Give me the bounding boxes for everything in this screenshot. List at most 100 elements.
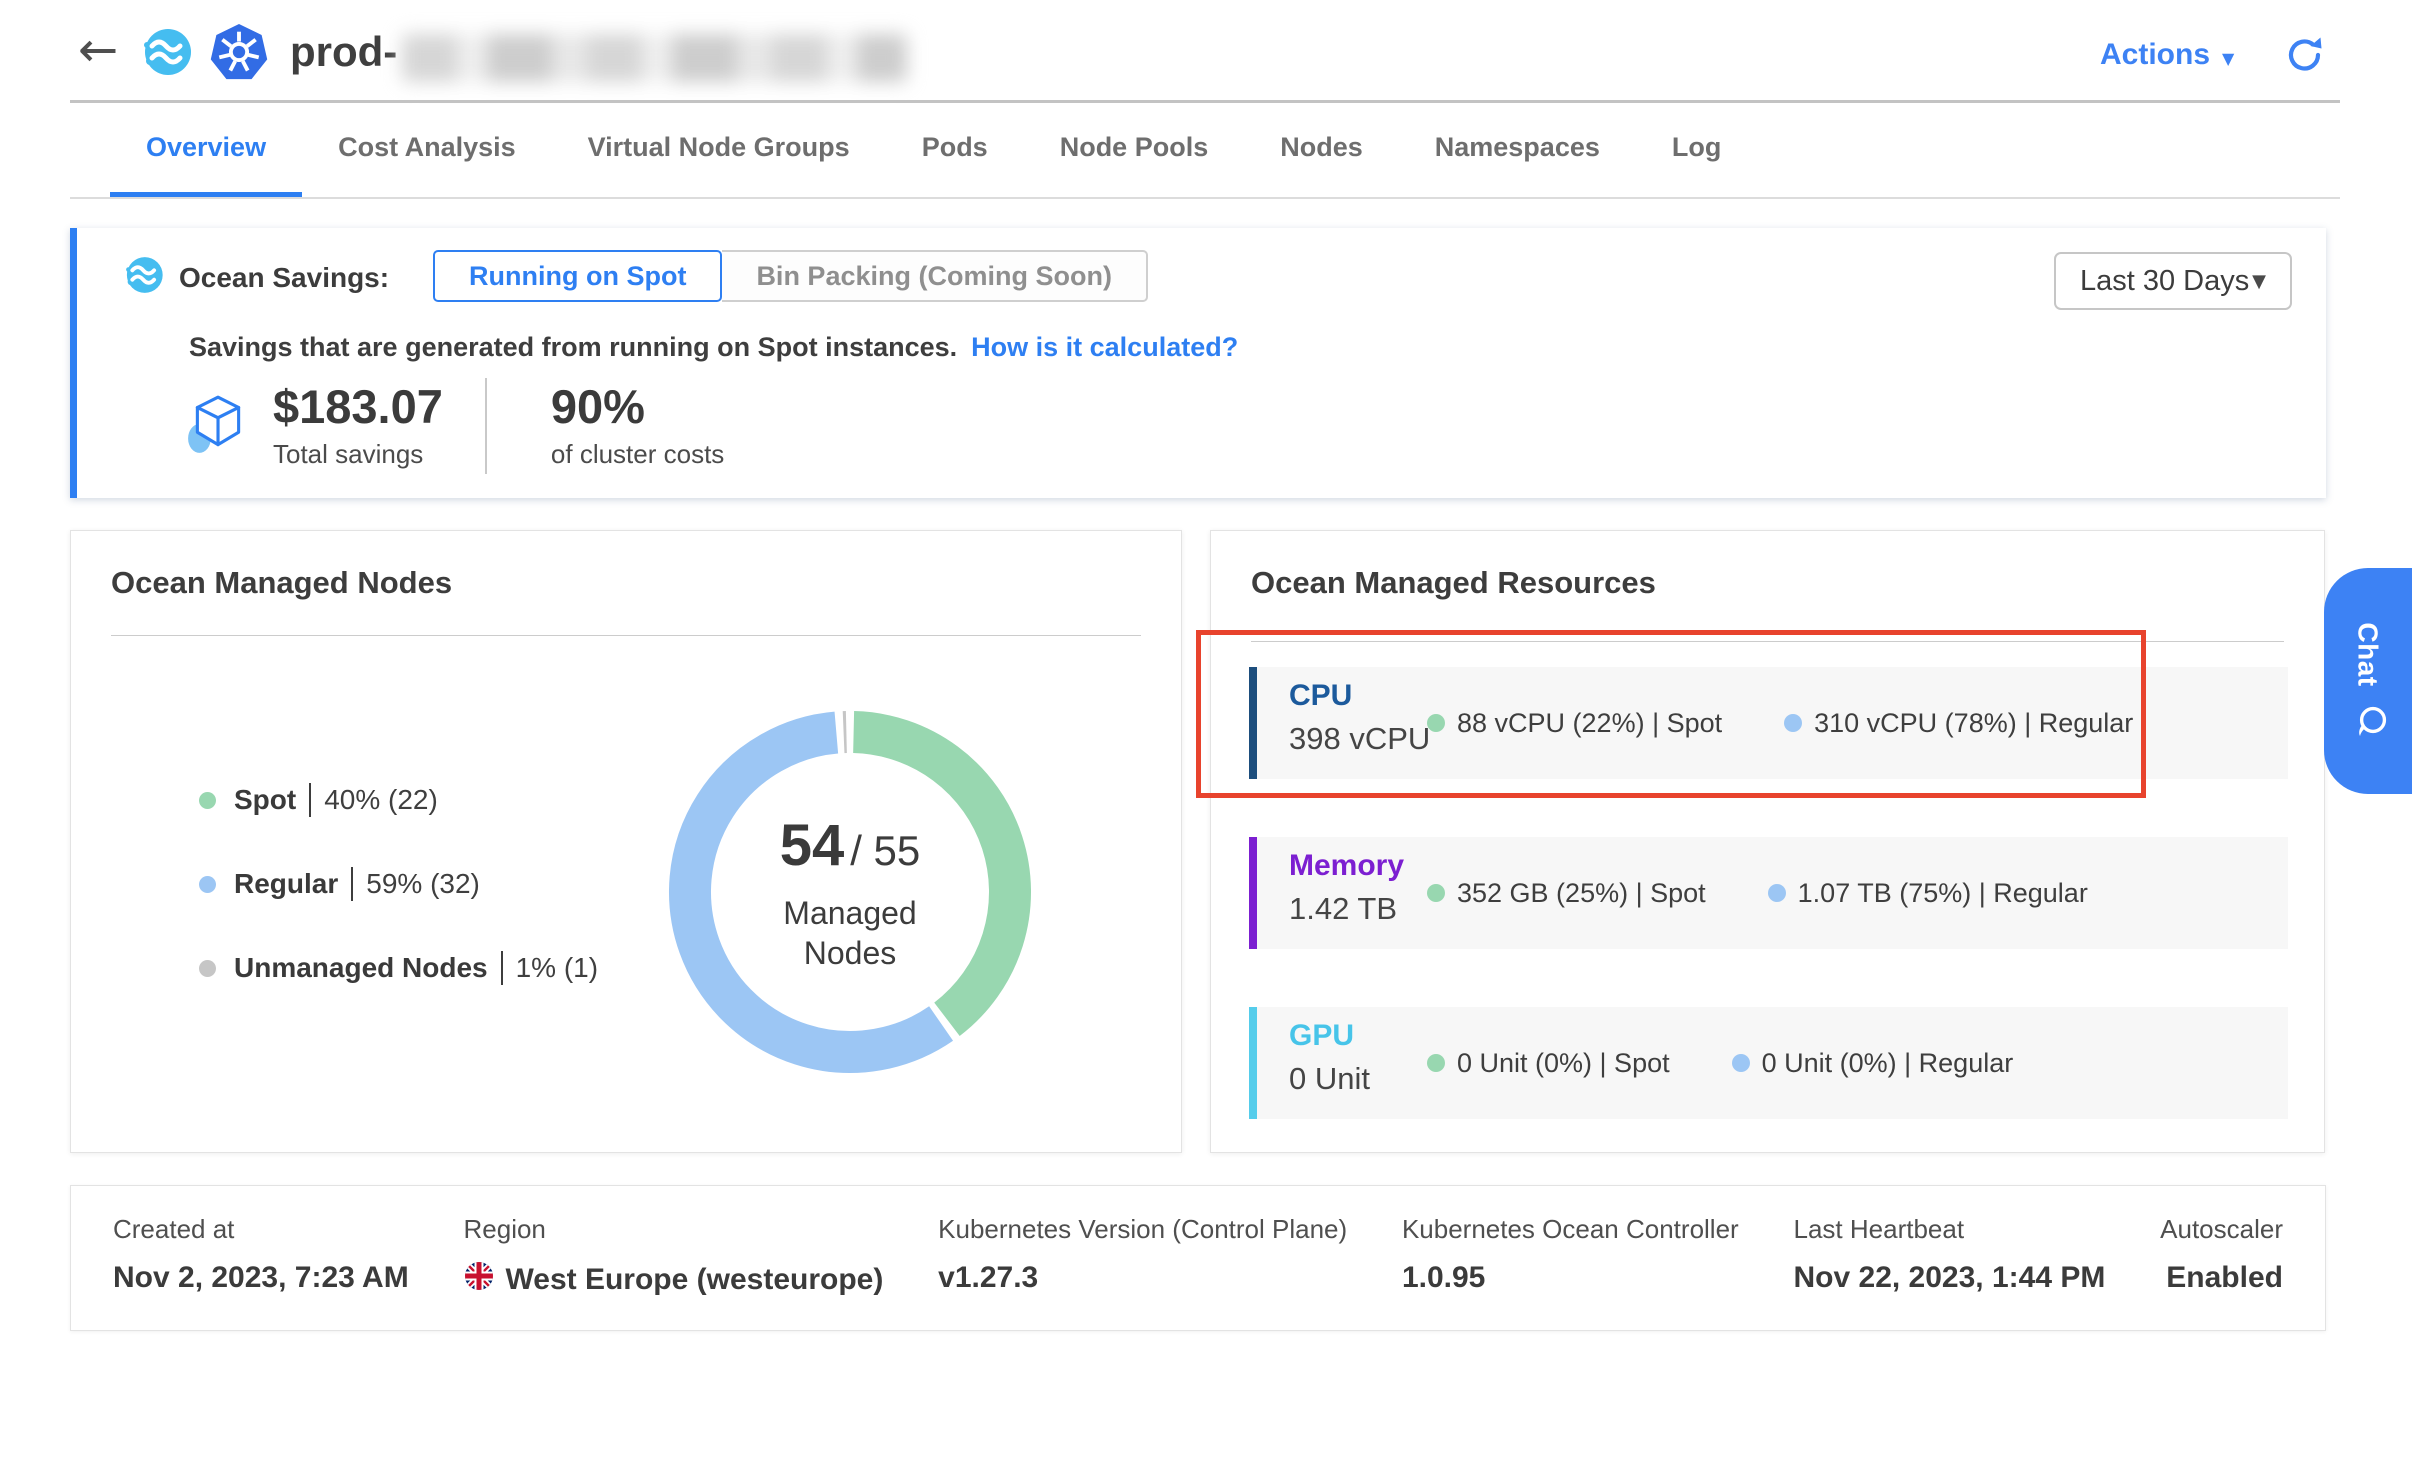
info-label: Region [463, 1214, 546, 1244]
info-value: 1.0.95 [1401, 1261, 1486, 1294]
chevron-down-icon: ▼ [2252, 270, 2266, 292]
tab-node-pools[interactable]: Node Pools [1059, 132, 1209, 162]
cpu-name: CPU [1289, 679, 1353, 712]
ocean-managed-nodes-card: Ocean Managed Nodes Spot 40% (22) Regula… [70, 530, 1182, 1153]
info-label: Autoscaler [2160, 1214, 2283, 1244]
waves-icon [123, 254, 165, 301]
info-value: v1.27.3 [938, 1261, 1039, 1294]
legend-label: Unmanaged Nodes [234, 952, 488, 983]
savings-mode-toggle: Running on Spot Bin Packing (Coming Soon… [433, 250, 1148, 302]
tab-nodes[interactable]: Nodes [1280, 132, 1363, 162]
period-dropdown-value: Last 30 Days [2080, 264, 2250, 297]
info-label: Created at [113, 1214, 235, 1244]
cpu-regular-detail: 310 vCPU (78%) | Regular [1784, 708, 2133, 739]
gpu-regular-text: 0 Unit (0%) | Regular [1761, 1047, 2014, 1078]
info-k8s-version: Kubernetes Version (Control Plane) v1.27… [938, 1214, 1347, 1330]
total-savings-value: $183.07 [273, 379, 443, 433]
regular-dot-icon [1731, 1054, 1750, 1072]
nodes-legend: Spot 40% (22) Regular 59% (32) Unmanaged… [199, 783, 598, 985]
info-ocean-controller: Kubernetes Ocean Controller 1.0.95 [1402, 1214, 1739, 1330]
managed-nodes-title: Ocean Managed Nodes [111, 565, 453, 600]
managed-nodes-center-label: Managed Nodes [783, 894, 917, 971]
redacted-cluster-name [402, 34, 907, 82]
bin-packing-button[interactable]: Bin Packing (Coming Soon) [722, 250, 1148, 302]
legend-label: Spot [234, 784, 297, 815]
info-autoscaler: Autoscaler Enabled [2160, 1214, 2283, 1330]
savings-description-row: Savings that are generated from running … [189, 332, 1238, 363]
chat-label: Chat [2353, 621, 2385, 687]
chevron-down-icon: ▼ [2222, 48, 2235, 68]
ocean-logo-icon [140, 25, 194, 84]
spot-dot-icon [1427, 1054, 1445, 1072]
ocean-savings-header: Ocean Savings: [123, 254, 389, 301]
memory-total-value: 1.42 TB [1289, 891, 1398, 926]
total-nodes-count: / 55 [850, 826, 921, 874]
tab-cost-analysis[interactable]: Cost Analysis [338, 132, 516, 162]
gpu-details: 0 Unit (0%) | Spot 0 Unit (0%) | Regular [1427, 1007, 2013, 1119]
info-label: Kubernetes Ocean Controller [1401, 1214, 1739, 1244]
tab-namespaces[interactable]: Namespaces [1434, 132, 1600, 162]
card-divider [1251, 641, 2284, 642]
regular-dot-icon [1784, 714, 1803, 732]
info-value: West Europe (westeurope) [464, 1261, 884, 1299]
actions-menu-button[interactable]: Actions ▼ [2100, 38, 2234, 72]
card-divider [111, 635, 1141, 636]
memory-regular-text: 1.07 TB (75%) | Regular [1797, 877, 2088, 908]
tab-overview[interactable]: Overview [110, 103, 303, 197]
cpu-spot-detail: 88 vCPU (22%) | Spot [1427, 708, 1722, 739]
cpu-spot-text: 88 vCPU (22%) | Spot [1457, 707, 1723, 738]
info-region: Region West Europe (westeurope) [464, 1214, 884, 1330]
header: ← [0, 0, 2412, 100]
uk-flag-icon [464, 1261, 494, 1299]
ocean-managed-resources-card: Ocean Managed Resources CPU 398 vCPU 88 … [1210, 530, 2325, 1153]
memory-name: Memory [1289, 849, 1405, 882]
legend-separator [500, 951, 503, 985]
savings-stats: $183.07 Total savings 90% of cluster cos… [185, 378, 724, 474]
how-calculated-link[interactable]: How is it calculated? [971, 332, 1239, 362]
tab-log[interactable]: Log [1671, 132, 1722, 162]
cluster-cost-block: 90% of cluster costs [550, 379, 725, 470]
gpu-total-value: 0 Unit [1289, 1061, 1370, 1096]
chat-button[interactable]: Chat [2324, 568, 2412, 794]
legend-separator [351, 867, 354, 901]
ocean-savings-label: Ocean Savings: [179, 261, 390, 293]
savings-description: Savings that are generated from running … [189, 332, 958, 362]
period-dropdown[interactable]: Last 30 Days ▼ [2054, 252, 2292, 310]
tab-virtual-node-groups[interactable]: Virtual Node Groups [587, 132, 850, 162]
info-value: Nov 22, 2023, 1:44 PM [1793, 1261, 2106, 1294]
managed-nodes-donut [659, 701, 1041, 1083]
info-last-heartbeat: Last Heartbeat Nov 22, 2023, 1:44 PM [1794, 1214, 2106, 1330]
running-on-spot-button[interactable]: Running on Spot [433, 250, 723, 302]
info-label: Last Heartbeat [1793, 1214, 1965, 1244]
legend-label: Regular [234, 868, 339, 899]
actions-label: Actions [2100, 38, 2211, 71]
ocean-savings-banner: Ocean Savings: Running on Spot Bin Packi… [70, 228, 2326, 498]
cluster-cost-percent: 90% [550, 379, 645, 433]
gpu-name: GPU [1289, 1019, 1355, 1052]
back-button[interactable]: ← [78, 22, 119, 78]
total-savings-block: $183.07 Total savings [273, 379, 443, 470]
memory-spot-detail: 352 GB (25%) | Spot [1427, 878, 1706, 909]
gpu-spot-detail: 0 Unit (0%) | Spot [1427, 1048, 1670, 1079]
legend-item-spot: Spot 40% (22) [199, 783, 598, 817]
managed-resources-title: Ocean Managed Resources [1251, 565, 1656, 600]
resource-row-cpu: CPU 398 vCPU 88 vCPU (22%) | Spot 310 vC… [1249, 667, 2288, 779]
region-value: West Europe (westeurope) [505, 1263, 884, 1296]
memory-regular-detail: 1.07 TB (75%) | Regular [1767, 877, 2088, 909]
tab-pods[interactable]: Pods [921, 132, 988, 162]
cluster-cost-label: of cluster costs [550, 439, 725, 470]
chat-bubble-icon [2349, 704, 2388, 740]
spot-dot-icon [1427, 884, 1445, 902]
memory-spot-text: 352 GB (25%) | Spot [1457, 877, 1706, 908]
info-label: Kubernetes Version (Control Plane) [938, 1214, 1348, 1244]
cpu-regular-text: 310 vCPU (78%) | Regular [1814, 707, 2134, 738]
info-created-at: Created at Nov 2, 2023, 7:23 AM [113, 1214, 409, 1330]
cluster-info-bar: Created at Nov 2, 2023, 7:23 AM Region [70, 1185, 2326, 1331]
cpu-total-value: 398 vCPU [1289, 721, 1431, 756]
cpu-details: 88 vCPU (22%) | Spot 310 vCPU (78%) | Re… [1427, 667, 2133, 779]
refresh-button[interactable] [2285, 34, 2325, 79]
gpu-regular-detail: 0 Unit (0%) | Regular [1731, 1047, 2014, 1079]
savings-cube-icon [185, 391, 251, 462]
regular-dot-icon [1767, 884, 1786, 902]
kubernetes-logo-icon [210, 23, 268, 86]
